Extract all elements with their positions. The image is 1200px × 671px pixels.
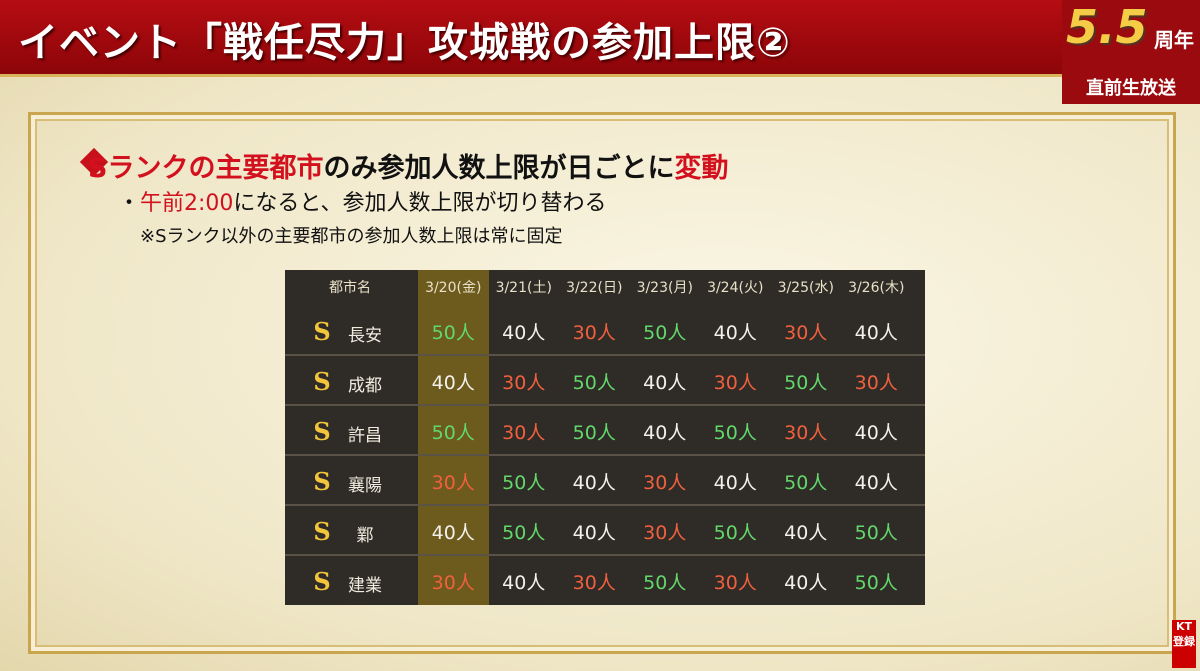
logo-mark: KT: [1175, 620, 1193, 633]
cell: 40人: [784, 522, 828, 544]
cell: 40人: [713, 322, 757, 344]
text-segment: のみ参加人数上限が日ごとに: [323, 153, 675, 184]
row-separator: [285, 354, 925, 356]
cell: 30人: [854, 372, 898, 394]
panel: [28, 112, 1176, 654]
cell: 40人: [643, 372, 687, 394]
badge-caption: 直前生放送: [1086, 78, 1176, 99]
column-header: 3/20(金): [425, 280, 482, 296]
row-separator: [285, 504, 925, 506]
column-header: 3/25(水): [777, 280, 834, 296]
city: 建業: [348, 576, 382, 596]
cell: 40人: [431, 522, 475, 544]
column-header: 3/26(木): [848, 280, 905, 296]
cell: 30人: [502, 422, 546, 444]
cell: 50人: [854, 522, 898, 544]
logo-caption: 登録: [1173, 635, 1195, 648]
column-header: 3/23(月): [636, 280, 693, 296]
cell: 50人: [784, 372, 828, 394]
city: 許昌: [348, 426, 382, 446]
heading: Sランクの主要都市のみ参加人数上限が日ごとに変動: [88, 146, 728, 185]
row-separator: [285, 454, 925, 456]
table: 都市名 3/20(金) 3/21(土) 3/22(日) 3/23(月) 3/24(火) 3/…: [285, 270, 925, 605]
cell: 40人: [431, 372, 475, 394]
cell: 30人: [784, 422, 828, 444]
column-header: 3/22(日): [566, 280, 623, 296]
rank: S: [313, 317, 331, 346]
cell: 50人: [713, 522, 757, 544]
cell: 30人: [431, 572, 475, 594]
column-header: 3/24(火): [707, 280, 764, 296]
cell: 40人: [854, 422, 898, 444]
logo: KT 登録: [1172, 620, 1196, 668]
column-header: 3/21(土): [495, 280, 552, 296]
note: ※Sランク以外の主要都市の参加人数上限は常に固定: [140, 226, 563, 247]
cell: 40人: [854, 472, 898, 494]
rank: S: [313, 367, 331, 396]
cell: 40人: [502, 572, 546, 594]
cell: 30人: [502, 372, 546, 394]
cell: 40人: [784, 572, 828, 594]
highlight-column: [418, 270, 489, 605]
row-separator: [285, 554, 925, 556]
cell: 50人: [502, 522, 546, 544]
banner: イベント「戦任尽力」攻城戦の参加上限②: [0, 0, 1200, 77]
rank: S: [313, 417, 331, 446]
row-separator: [285, 404, 925, 406]
cell: 50人: [784, 472, 828, 494]
badge-suffix: 周年: [1154, 28, 1194, 52]
cell: 30人: [572, 572, 616, 594]
rank: S: [313, 567, 331, 596]
cell: 40人: [854, 322, 898, 344]
cell: 50人: [713, 422, 757, 444]
cell: 30人: [572, 322, 616, 344]
badge-number: 5.5: [1066, 0, 1148, 54]
cell: 50人: [431, 422, 475, 444]
cell: 30人: [643, 472, 687, 494]
cell: 50人: [431, 322, 475, 344]
city: 長安: [348, 326, 382, 346]
cell: 40人: [572, 472, 616, 494]
text-segment: 変動: [674, 153, 729, 184]
city: 襄陽: [348, 476, 382, 496]
cell: 30人: [784, 322, 828, 344]
column-header: 都市名: [329, 280, 371, 296]
cell: 40人: [502, 322, 546, 344]
cell: 40人: [713, 472, 757, 494]
cell: 30人: [713, 572, 757, 594]
title: イベント「戦任尽力」攻城戦の参加上限②: [18, 20, 791, 66]
cell: 50人: [643, 322, 687, 344]
cell: 30人: [643, 522, 687, 544]
cell: 30人: [713, 372, 757, 394]
cell: 50人: [643, 572, 687, 594]
text-segment: になると、参加人数上限が切り替わる: [233, 191, 607, 216]
cell: 30人: [431, 472, 475, 494]
badge: 5.5 周年 直前生放送: [1062, 0, 1200, 104]
cell: 50人: [502, 472, 546, 494]
sub-bullet: ・午前2:00になると、参加人数上限が切り替わる: [118, 191, 607, 216]
cell: 50人: [854, 572, 898, 594]
cell: 50人: [572, 422, 616, 444]
cell: 40人: [572, 522, 616, 544]
text-segment: 午前2:00: [140, 191, 234, 216]
cell: 40人: [643, 422, 687, 444]
city: 鄴: [356, 526, 374, 546]
rank: S: [313, 517, 331, 546]
text-segment: Sランクの主要都市: [88, 153, 324, 184]
rank: S: [313, 467, 331, 496]
cell: 50人: [572, 372, 616, 394]
city: 成都: [348, 376, 382, 396]
